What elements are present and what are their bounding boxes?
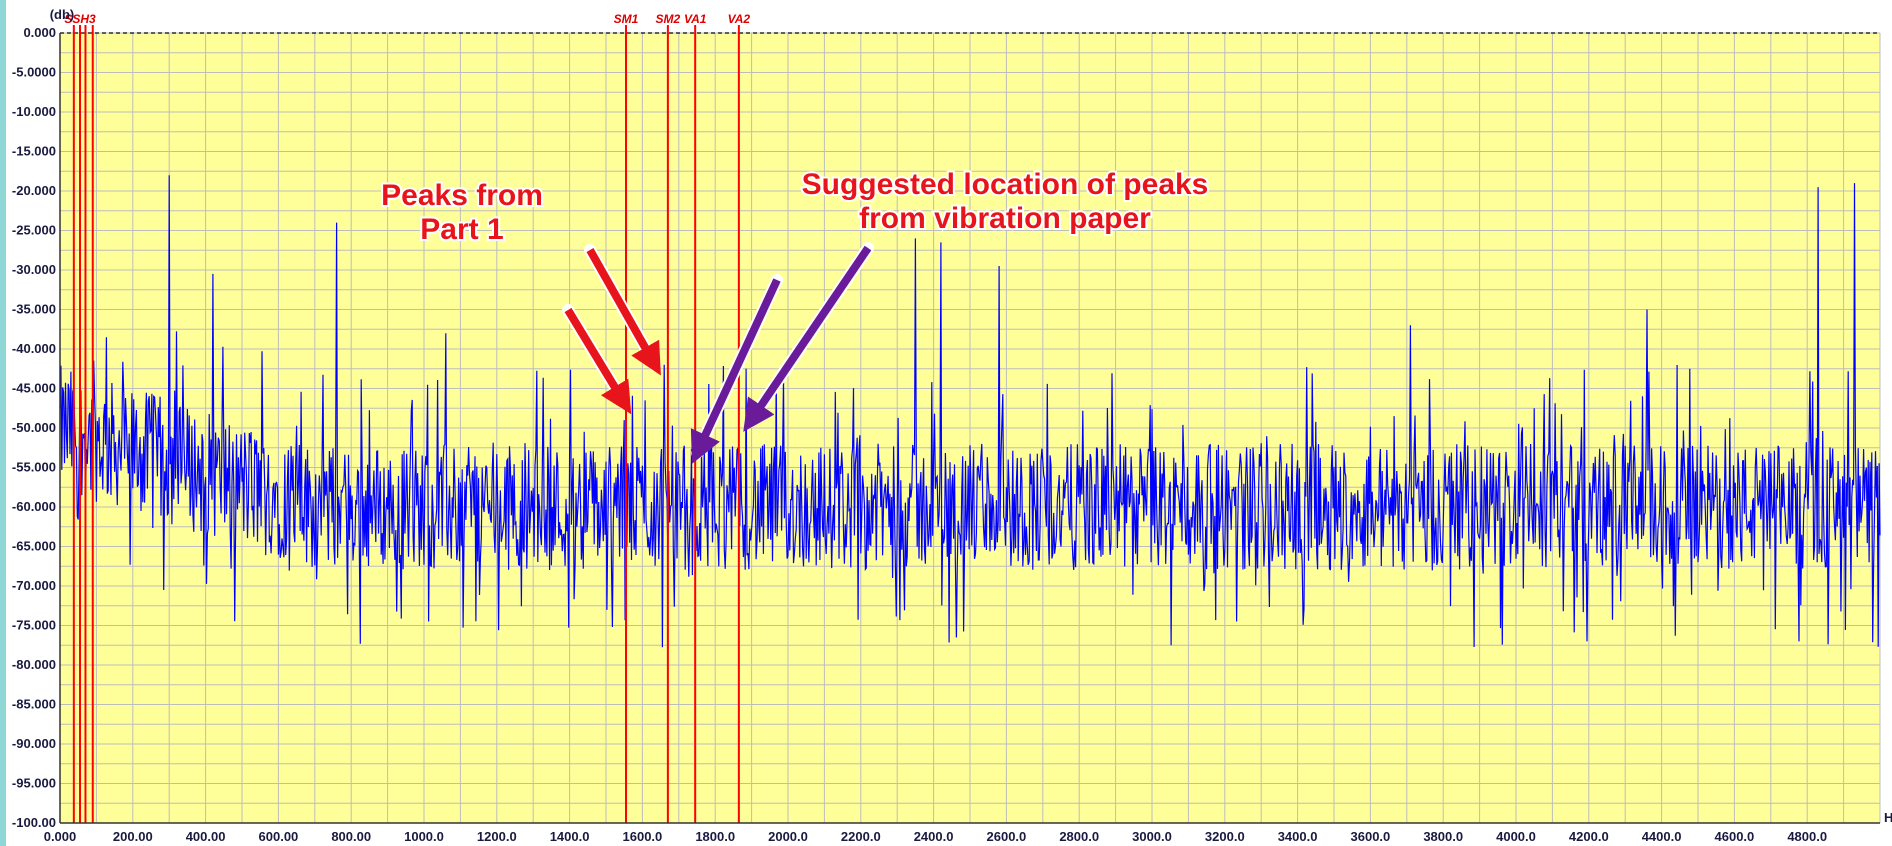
x-tick-label: 400.00 (186, 829, 226, 844)
marker-label: SM2 (656, 12, 681, 26)
purple-arrow (743, 245, 872, 432)
spectrum-line (59, 175, 1881, 648)
x-tick-label: 1600.0 (623, 829, 663, 844)
x-tick-label: 1200.0 (477, 829, 517, 844)
x-tick-label: 1400.0 (550, 829, 590, 844)
marker-label: SSH3 (64, 12, 96, 26)
y-tick-label: -30.000 (12, 262, 56, 277)
x-tick-label: 600.00 (259, 829, 299, 844)
red-arrow (564, 307, 632, 415)
marker-label: VA1 (684, 12, 707, 26)
y-tick-label: -75.000 (12, 618, 56, 633)
x-tick-label: 1000.0 (404, 829, 444, 844)
marker-label: SM1 (614, 12, 639, 26)
x-tick-label: 200.00 (113, 829, 153, 844)
x-tick-label: 4200.0 (1569, 829, 1609, 844)
y-tick-label: -20.000 (12, 183, 56, 198)
y-tick-label: -100.00 (12, 815, 56, 830)
y-tick-label: -60.000 (12, 499, 56, 514)
y-tick-label: -40.000 (12, 341, 56, 356)
x-unit-label: Hz (1884, 810, 1892, 825)
x-tick-label: 3800.0 (1423, 829, 1463, 844)
x-tick-label: 2800.0 (1059, 829, 1099, 844)
y-tick-label: -65.000 (12, 539, 56, 554)
x-tick-label: 2400.0 (914, 829, 954, 844)
x-tick-label: 3000.0 (1132, 829, 1172, 844)
x-tick-label: 4800.0 (1787, 829, 1827, 844)
spectrum-trace (59, 175, 1881, 648)
y-unit-label: (db) (50, 7, 75, 22)
y-tick-label: 0.000 (23, 25, 56, 40)
purple-arrow (690, 278, 781, 464)
y-tick-label: -85.000 (12, 697, 56, 712)
x-tick-label: 4600.0 (1715, 829, 1755, 844)
annotation-text: Peaks from (381, 179, 543, 212)
y-tick-label: -95.000 (12, 776, 56, 791)
y-tick-label: -15.000 (12, 144, 56, 159)
y-tick-label: -80.000 (12, 657, 56, 672)
y-tick-label: -25.000 (12, 223, 56, 238)
x-tick-label: 3200.0 (1205, 829, 1245, 844)
frequency-markers: SSH3 SM1 SM2 VA1 VA2 (64, 12, 750, 823)
annotation-text: Suggested location of peaks (802, 168, 1209, 201)
grid-lines (59, 32, 1881, 824)
x-tick-label: 2200.0 (841, 829, 881, 844)
marker-label: VA2 (728, 12, 751, 26)
x-tick-label: 2000.0 (768, 829, 808, 844)
y-tick-label: -50.000 (12, 420, 56, 435)
y-tick-label: -45.000 (12, 381, 56, 396)
window-left-border (0, 0, 6, 846)
x-tick-label: 4000.0 (1496, 829, 1536, 844)
x-tick-label: 2600.0 (987, 829, 1027, 844)
y-tick-label: -55.000 (12, 460, 56, 475)
annotation-text: from vibration paper (859, 202, 1151, 235)
x-tick-label: 0.000 (44, 829, 77, 844)
x-tick-label: 3400.0 (1278, 829, 1318, 844)
y-tick-label: -10.000 (12, 104, 56, 119)
x-tick-label: 1800.0 (695, 829, 735, 844)
axes: 0.000 -5.0000 -10.000 -15.000 -20.000 -25.000… (12, 7, 1892, 844)
x-tick-label: 4400.0 (1642, 829, 1682, 844)
y-tick-label: -90.000 (12, 736, 56, 751)
x-tick-label: 3600.0 (1351, 829, 1391, 844)
y-tick-label: -70.000 (12, 578, 56, 593)
x-tick-label: 800.00 (331, 829, 371, 844)
y-tick-label: -5.0000 (12, 65, 56, 80)
y-tick-label: -35.000 (12, 302, 56, 317)
red-arrow (586, 248, 661, 376)
annotation-text: Part 1 (420, 213, 503, 246)
